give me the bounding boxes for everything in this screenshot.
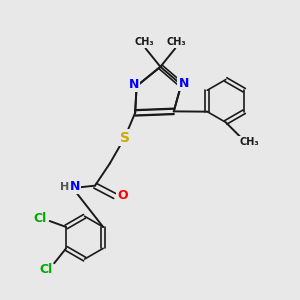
- Text: N: N: [129, 78, 140, 91]
- Text: O: O: [117, 189, 128, 202]
- Text: N: N: [70, 180, 80, 194]
- Text: H: H: [60, 182, 69, 192]
- Text: Cl: Cl: [39, 263, 52, 276]
- Text: CH₃: CH₃: [134, 37, 154, 47]
- Text: CH₃: CH₃: [167, 37, 187, 47]
- Text: N: N: [178, 76, 189, 90]
- Text: S: S: [120, 130, 130, 145]
- Text: Cl: Cl: [34, 212, 47, 225]
- Text: CH₃: CH₃: [239, 137, 259, 147]
